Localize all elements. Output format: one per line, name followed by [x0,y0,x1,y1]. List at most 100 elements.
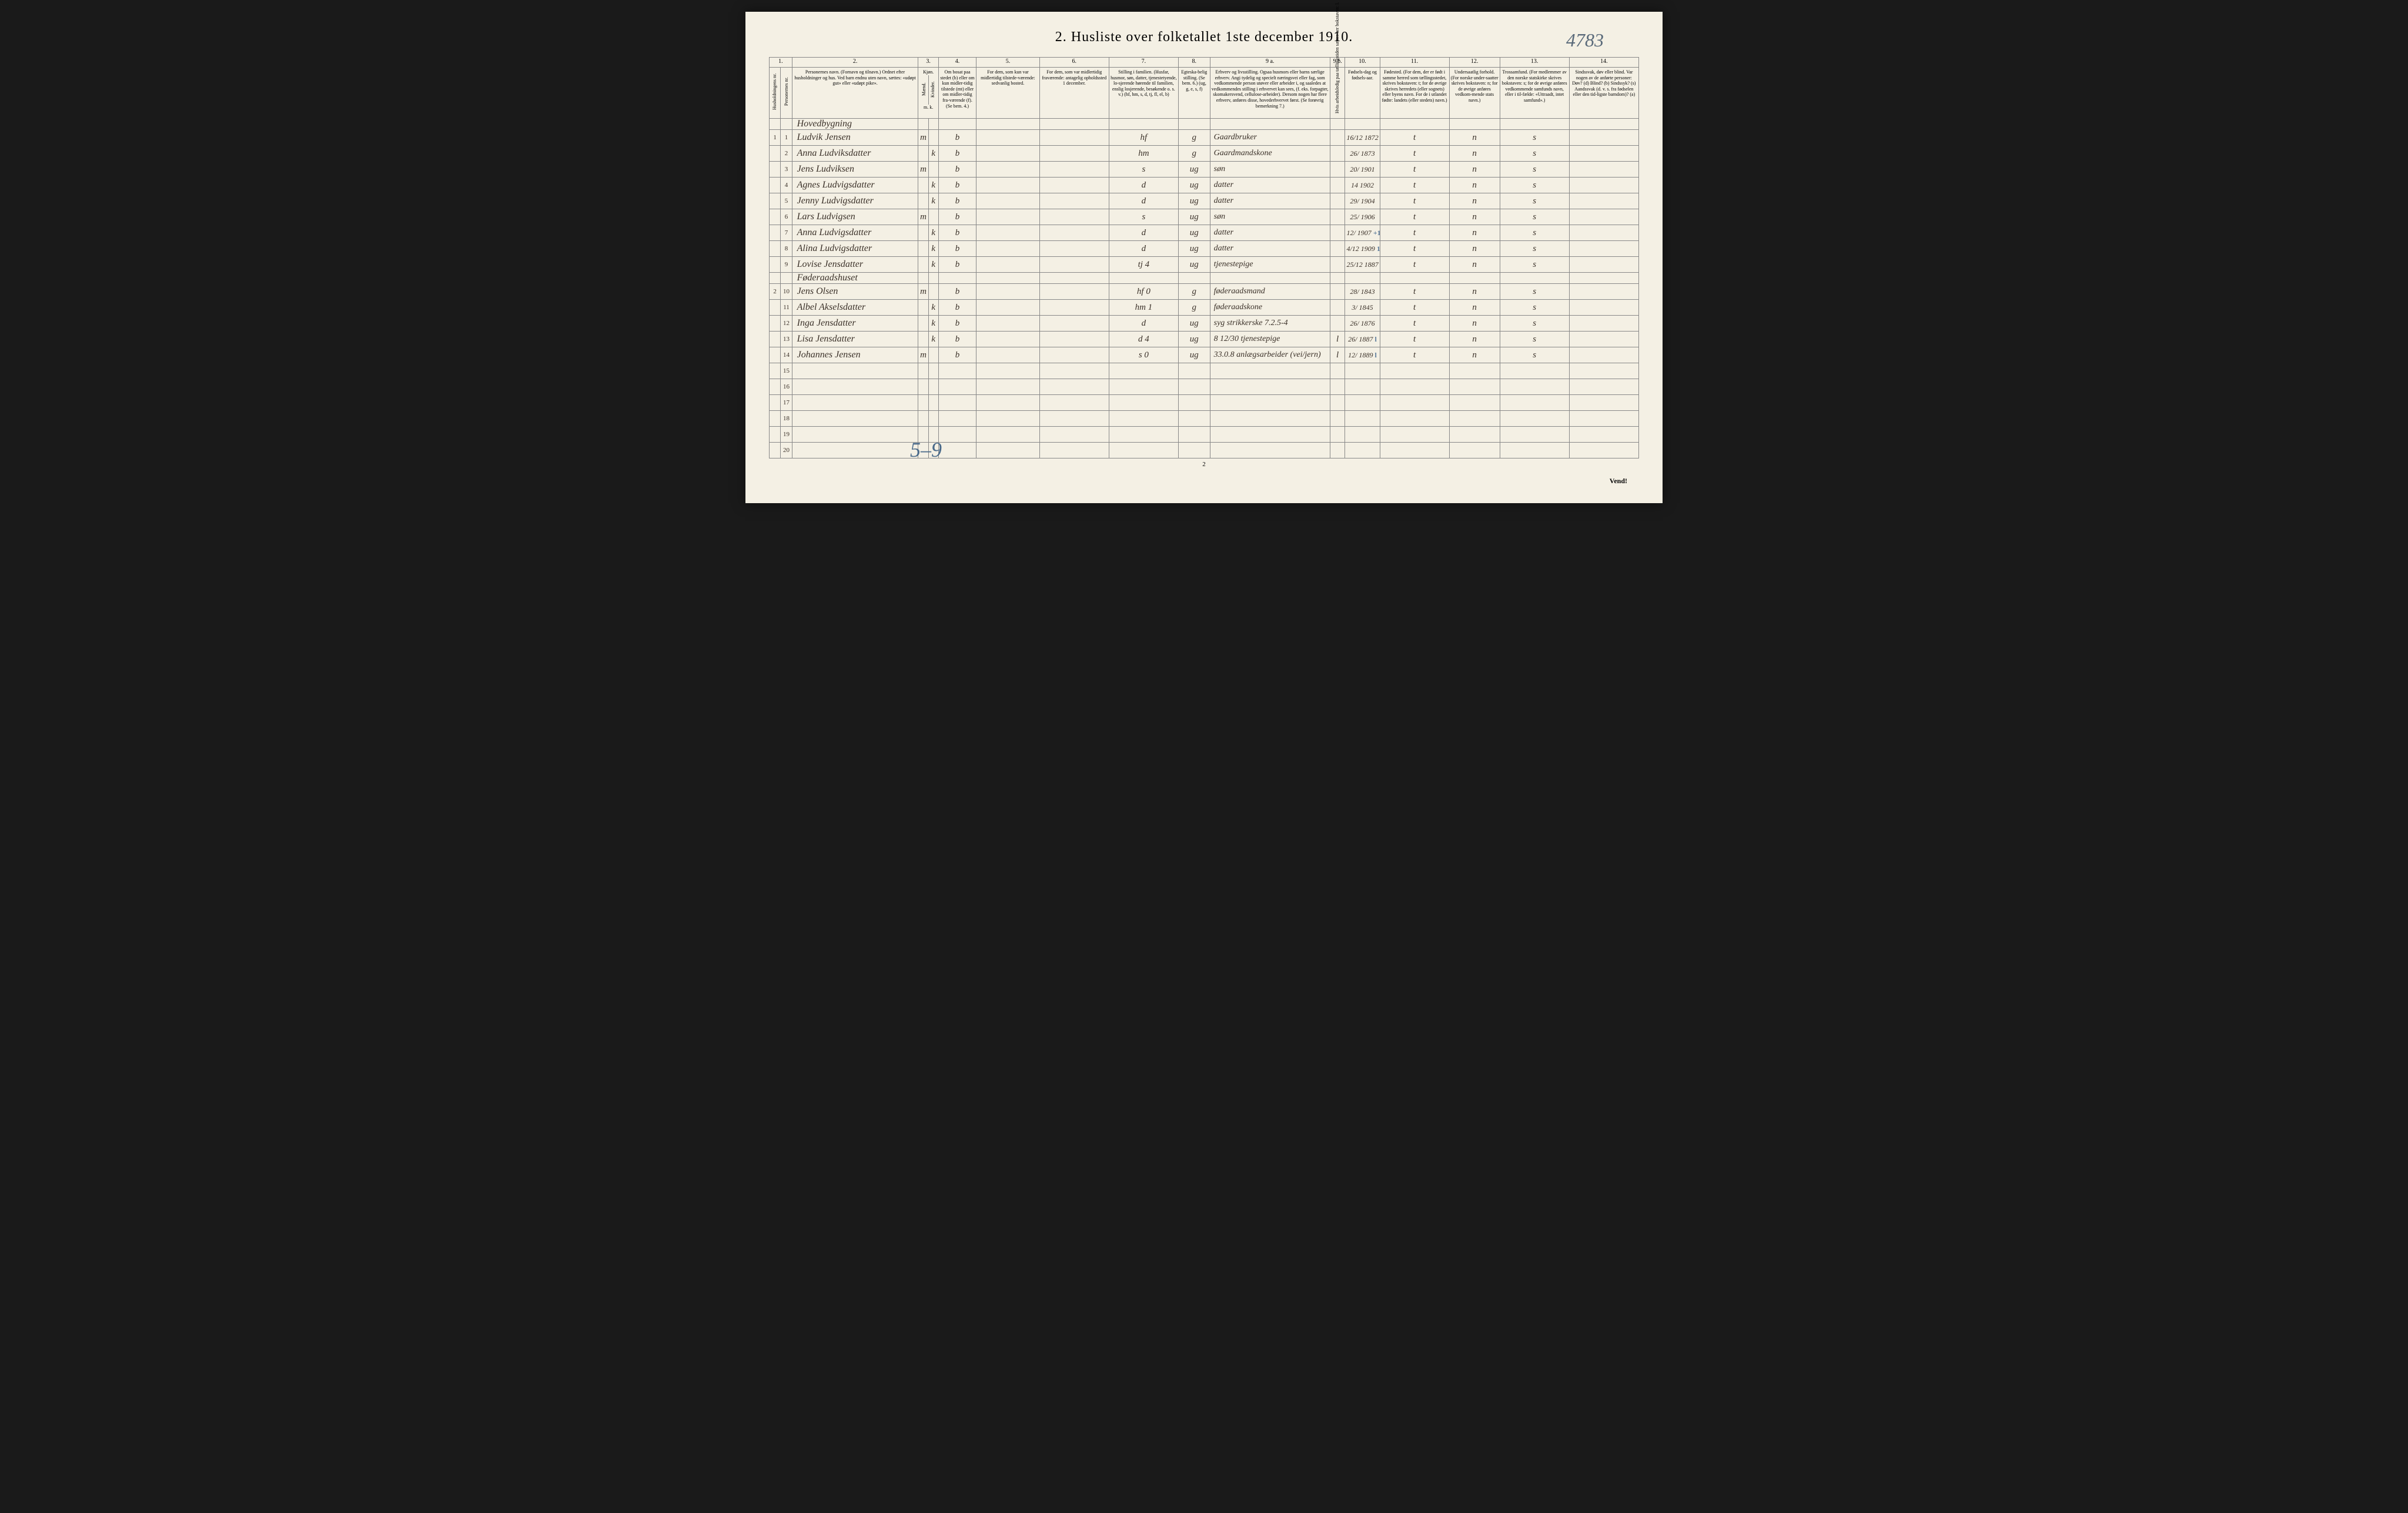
birthplace: t [1380,284,1449,300]
family-position: d [1109,316,1178,332]
header-family-position: Stilling i familien. (Husfar, husmor, sø… [1109,68,1178,119]
birthdate: 28/ 1843 [1345,284,1380,300]
person-name: Jens Ludviksen [792,162,918,178]
person-nr: 2 [781,146,792,162]
disability [1569,225,1638,241]
person-name: Inga Jensdatter [792,316,918,332]
nationality: n [1449,300,1500,316]
sex-m [918,193,928,209]
birthplace: t [1380,225,1449,241]
marital-status: ug [1178,193,1210,209]
colnum-4: 4. [938,58,976,68]
colnum-3: 3. [918,58,938,68]
temp-absent [1039,193,1109,209]
family-position: hm 1 [1109,300,1178,316]
unemployed [1330,178,1345,193]
marital-status: g [1178,130,1210,146]
occupation: syg strikkerske 7.2.5-4 [1210,316,1330,332]
table-row-empty: 18 [770,411,1639,427]
marital-status: g [1178,284,1210,300]
sex-k: k [928,241,938,257]
occupation: føderaadskone [1210,300,1330,316]
household-nr [770,225,781,241]
residence-status: b [938,347,976,363]
header-marital: Egteska-belig stilling. (Se bem. 6.) (ug… [1178,68,1210,119]
marital-status: ug [1178,178,1210,193]
occupation: datter [1210,225,1330,241]
birthdate: 12/ 1907 +1 [1345,225,1380,241]
disability [1569,241,1638,257]
family-position: s [1109,162,1178,178]
religion: s [1500,300,1569,316]
household-nr [770,300,781,316]
household-nr: 2 [770,284,781,300]
family-position: d 4 [1109,332,1178,347]
family-position: s 0 [1109,347,1178,363]
unemployed [1330,284,1345,300]
birthplace: t [1380,300,1449,316]
table-row-empty: 15 [770,363,1639,379]
table-row-empty: 19 [770,427,1639,443]
temp-absent [1039,146,1109,162]
table-row: 11Albel Akselsdatterkbhm 1gføderaadskone… [770,300,1639,316]
person-nr: 10 [781,284,792,300]
religion: s [1500,284,1569,300]
temp-present [976,316,1039,332]
header-residence: Om bosat paa stedet (b) eller om kun mid… [938,68,976,119]
colnum-5: 5. [976,58,1039,68]
sex-m: m [918,284,928,300]
sex-k: k [928,316,938,332]
religion: s [1500,146,1569,162]
occupation: 8 12/30 tjenestepige [1210,332,1330,347]
marital-status: ug [1178,257,1210,273]
religion: s [1500,241,1569,257]
birthdate: 14 1902 [1345,178,1380,193]
temp-present [976,241,1039,257]
sex-m: m [918,347,928,363]
residence-status: b [938,225,976,241]
birthplace: t [1380,257,1449,273]
table-row: 4Agnes Ludvigsdatterkbdugdatter14 1902 t… [770,178,1639,193]
residence-status: b [938,193,976,209]
household-nr [770,209,781,225]
person-name: Johannes Jensen [792,347,918,363]
header-birthplace: Fødested. (For dem, der er født i samme … [1380,68,1449,119]
family-position: d [1109,193,1178,209]
unemployed [1330,193,1345,209]
sex-m: m [918,130,928,146]
table-row: 7Anna Ludvigsdatterkbdugdatter12/ 1907 +… [770,225,1639,241]
nationality: n [1449,193,1500,209]
header-sex: Kjøn. Mænd. Kvinder. m. k. [918,68,938,119]
residence-status: b [938,130,976,146]
person-nr: 6 [781,209,792,225]
marital-status: ug [1178,162,1210,178]
unemployed: l [1330,332,1345,347]
religion: s [1500,209,1569,225]
temp-absent [1039,241,1109,257]
person-nr: 1 [781,130,792,146]
column-number-row: 1. 2. 3. 4. 5. 6. 7. 8. 9 a. 9 b. 10. 11… [770,58,1639,68]
table-row-empty: 20 [770,443,1639,458]
colnum-8: 8. [1178,58,1210,68]
temp-present [976,257,1039,273]
religion: s [1500,130,1569,146]
nationality: n [1449,241,1500,257]
unemployed [1330,316,1345,332]
unemployed [1330,300,1345,316]
temp-present [976,284,1039,300]
nationality: n [1449,162,1500,178]
colnum-2: 2. [792,58,918,68]
family-position: d [1109,225,1178,241]
person-nr: 19 [781,427,792,443]
disability [1569,300,1638,316]
sex-k [928,284,938,300]
occupation: 33.0.8 anlægsarbeider (vei/jern) [1210,347,1330,363]
disability [1569,316,1638,332]
temp-absent [1039,209,1109,225]
household-nr [770,316,781,332]
household-nr [770,347,781,363]
colnum-13: 13. [1500,58,1569,68]
person-nr: 3 [781,162,792,178]
birthdate: 16/12 1872 +1 [1345,130,1380,146]
disability [1569,130,1638,146]
